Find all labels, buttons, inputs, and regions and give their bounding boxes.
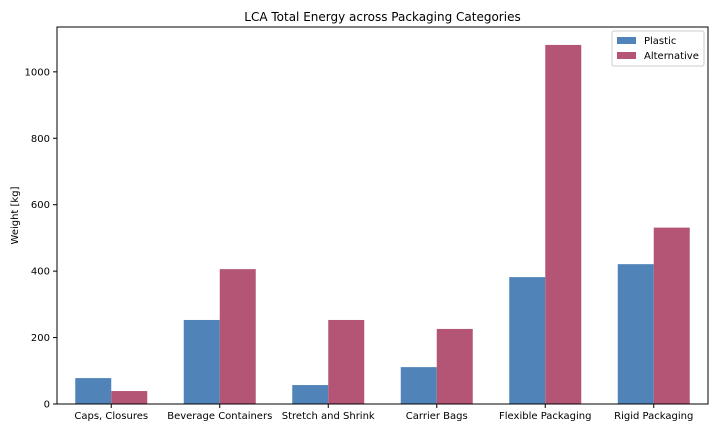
- y-axis-label: Weight [kg]: [10, 186, 21, 244]
- y-tick-label: 1000: [25, 67, 50, 78]
- bar-alternative-2: [328, 319, 365, 404]
- bar-plastic-5: [617, 264, 654, 404]
- legend-label-alternative: Alternative: [644, 51, 699, 62]
- x-tick-label: Stretch and Shrink: [282, 411, 375, 422]
- x-tick-label: Carrier Bags: [406, 411, 468, 422]
- bar-alternative-3: [436, 328, 473, 404]
- bar-alternative-5: [653, 227, 690, 404]
- x-tick-label: Rigid Packaging: [614, 411, 693, 422]
- legend: Plastic Alternative: [611, 30, 705, 67]
- x-tick-label: Flexible Packaging: [499, 411, 591, 422]
- x-axis: Caps, Closures Beverage Containers Stretch…: [74, 404, 693, 422]
- y-axis: 0 200 400 600 800 1000: [25, 67, 57, 411]
- plot-frame: [56, 26, 709, 405]
- x-tick-label: Caps, Closures: [74, 411, 148, 422]
- bars-group: [75, 44, 690, 405]
- x-tick-label: Beverage Containers: [167, 411, 272, 422]
- y-tick-label: 800: [31, 134, 50, 145]
- y-tick-label: 400: [31, 267, 50, 278]
- legend-swatch-alternative: [617, 52, 636, 59]
- bar-alternative-4: [545, 44, 582, 405]
- y-tick-label: 200: [31, 333, 50, 344]
- legend-label-plastic: Plastic: [644, 36, 676, 47]
- y-tick-label: 0: [44, 400, 50, 411]
- legend-swatch-plastic: [617, 37, 636, 44]
- y-tick-label: 600: [31, 200, 50, 211]
- bar-plastic-2: [292, 385, 329, 404]
- bar-plastic-1: [183, 319, 220, 404]
- bar-alternative-1: [219, 269, 256, 404]
- bar-plastic-4: [509, 277, 546, 404]
- bar-plastic-3: [400, 367, 437, 404]
- bar-alternative-0: [111, 391, 148, 404]
- chart-title: LCA Total Energy across Packaging Catego…: [244, 10, 520, 24]
- bar-plastic-0: [75, 378, 112, 404]
